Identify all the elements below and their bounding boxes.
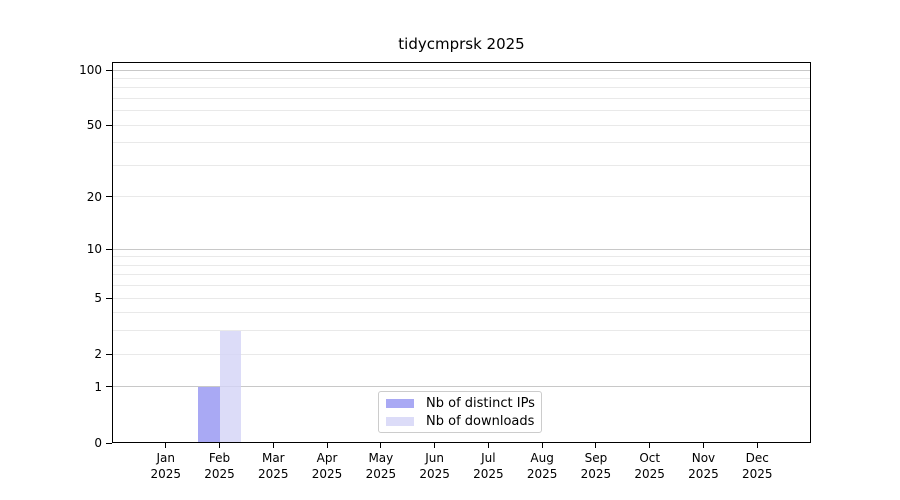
x-tick — [434, 443, 436, 448]
gridline-major — [112, 248, 811, 250]
x-tick-month: Jul — [481, 451, 496, 465]
y-tick-label: 5 — [94, 291, 102, 306]
x-tick-label: Dec 2025 — [717, 450, 797, 482]
y-tick-label: 20 — [86, 189, 102, 204]
x-tick-label: Jun 2025 — [395, 450, 475, 482]
y-tick — [106, 353, 112, 355]
x-tick-label: Jan 2025 — [126, 450, 206, 482]
x-tick-year: 2025 — [526, 467, 558, 481]
x-tick-year: 2025 — [365, 467, 397, 481]
x-tick-month: May — [368, 451, 394, 465]
y-tick — [106, 196, 112, 198]
x-tick — [272, 443, 274, 448]
gridline-minor — [112, 124, 811, 126]
x-tick-label: May 2025 — [341, 450, 421, 482]
chart-title: tidycmprsk 2025 — [398, 35, 525, 53]
gridline-minor — [112, 297, 811, 299]
x-tick-month: Sep — [584, 451, 608, 465]
gridline-minor — [112, 353, 811, 355]
x-tick-label: Apr 2025 — [287, 450, 367, 482]
x-tick-year: 2025 — [634, 467, 665, 481]
x-tick-year: 2025 — [204, 467, 235, 481]
x-tick-year: 2025 — [419, 467, 450, 481]
gridline-minor — [112, 256, 811, 258]
x-tick-label: Nov 2025 — [663, 450, 743, 482]
legend: Nb of distinct IPs Nb of downloads — [378, 391, 542, 433]
gridline-minor — [112, 77, 811, 79]
x-tick-year: 2025 — [473, 467, 504, 481]
x-tick — [165, 443, 167, 448]
x-tick-month: Dec — [745, 451, 769, 465]
x-tick — [702, 443, 704, 448]
gridline-minor — [112, 142, 811, 144]
x-tick — [756, 443, 758, 448]
gridline-minor — [112, 165, 811, 166]
x-tick-month: Mar — [261, 451, 285, 465]
x-tick-year: 2025 — [258, 467, 289, 481]
x-tick — [595, 443, 597, 448]
legend-swatch-distinct-ips — [386, 398, 414, 408]
x-tick-month: Feb — [208, 451, 231, 465]
x-tick-label: Aug 2025 — [502, 450, 582, 482]
legend-label: Nb of distinct IPs — [426, 395, 535, 411]
legend-swatch-downloads — [386, 416, 414, 426]
gridline-minor — [112, 87, 811, 89]
y-tick-label: 100 — [79, 63, 102, 78]
x-tick-label: Jul 2025 — [448, 450, 528, 482]
y-tick — [106, 248, 112, 250]
x-tick-month: Jan — [156, 451, 176, 465]
gridline-minor — [112, 196, 811, 198]
gridline-minor — [112, 285, 811, 287]
x-tick — [219, 443, 221, 448]
gridline-minor — [112, 98, 811, 100]
x-tick-label: Feb 2025 — [180, 450, 260, 482]
x-tick-year: 2025 — [688, 467, 719, 481]
x-tick-label: Oct 2025 — [610, 450, 690, 482]
x-tick-month: Jun — [425, 451, 444, 465]
gridline-minor — [112, 274, 811, 276]
x-tick — [541, 443, 543, 448]
y-tick — [106, 124, 112, 126]
y-tick-label: 0 — [94, 436, 102, 450]
legend-row: Nb of downloads — [386, 412, 534, 430]
y-tick-label: 2 — [94, 347, 102, 362]
gridline-minor — [112, 312, 811, 314]
x-tick-year: 2025 — [741, 467, 773, 481]
x-tick-month: Oct — [639, 451, 661, 465]
gridline-minor — [112, 330, 811, 332]
x-tick-label: Sep 2025 — [556, 450, 636, 482]
bar-distinct-ips — [198, 386, 220, 443]
y-tick — [106, 386, 112, 388]
x-tick — [649, 443, 651, 448]
x-tick — [326, 443, 328, 448]
y-tick — [106, 69, 112, 71]
y-tick — [106, 297, 112, 299]
x-tick-year: 2025 — [311, 467, 343, 481]
x-tick — [487, 443, 489, 448]
gridline-major — [112, 69, 811, 71]
y-tick-label: 10 — [86, 242, 102, 257]
bar-downloads — [219, 330, 242, 443]
gridline-major — [112, 386, 811, 388]
x-tick-month: Nov — [691, 451, 716, 465]
x-tick-label: Mar 2025 — [233, 450, 313, 482]
x-tick-month: Apr — [316, 451, 338, 465]
legend-row: Nb of distinct IPs — [386, 394, 535, 412]
y-tick-label: 50 — [86, 118, 102, 133]
y-tick — [106, 442, 112, 444]
x-tick-month: Aug — [530, 451, 554, 465]
gridline-minor — [112, 110, 811, 112]
x-tick — [380, 443, 382, 448]
legend-label: Nb of downloads — [426, 413, 535, 429]
x-tick-year: 2025 — [580, 467, 612, 481]
x-tick-year: 2025 — [150, 467, 182, 481]
y-tick-label: 1 — [94, 379, 102, 394]
gridline-minor — [112, 264, 811, 266]
